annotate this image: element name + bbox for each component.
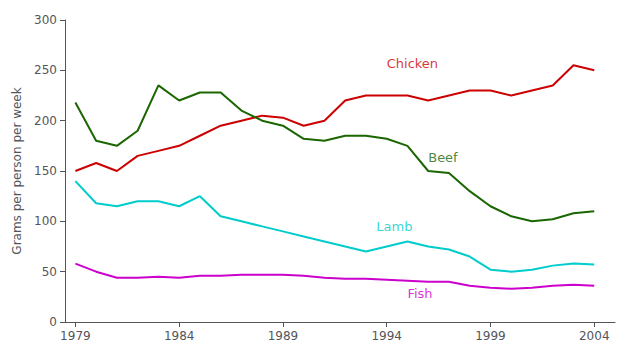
svg-text:300: 300 — [34, 13, 57, 27]
svg-text:1979: 1979 — [60, 329, 91, 343]
svg-text:250: 250 — [34, 63, 57, 77]
svg-text:Fish: Fish — [407, 286, 432, 301]
svg-text:Grams per person per week: Grams per person per week — [10, 87, 24, 254]
svg-text:1994: 1994 — [371, 329, 402, 343]
svg-text:1984: 1984 — [164, 329, 195, 343]
svg-text:150: 150 — [34, 164, 57, 178]
svg-text:0: 0 — [49, 315, 57, 329]
svg-text:2004: 2004 — [579, 329, 610, 343]
svg-text:50: 50 — [42, 265, 57, 279]
svg-text:Chicken: Chicken — [387, 56, 438, 71]
svg-text:Lamb: Lamb — [376, 219, 412, 234]
svg-text:100: 100 — [34, 214, 57, 228]
svg-text:Beef: Beef — [428, 150, 458, 165]
svg-text:1999: 1999 — [475, 329, 506, 343]
svg-text:1989: 1989 — [268, 329, 299, 343]
svg-text:200: 200 — [34, 114, 57, 128]
